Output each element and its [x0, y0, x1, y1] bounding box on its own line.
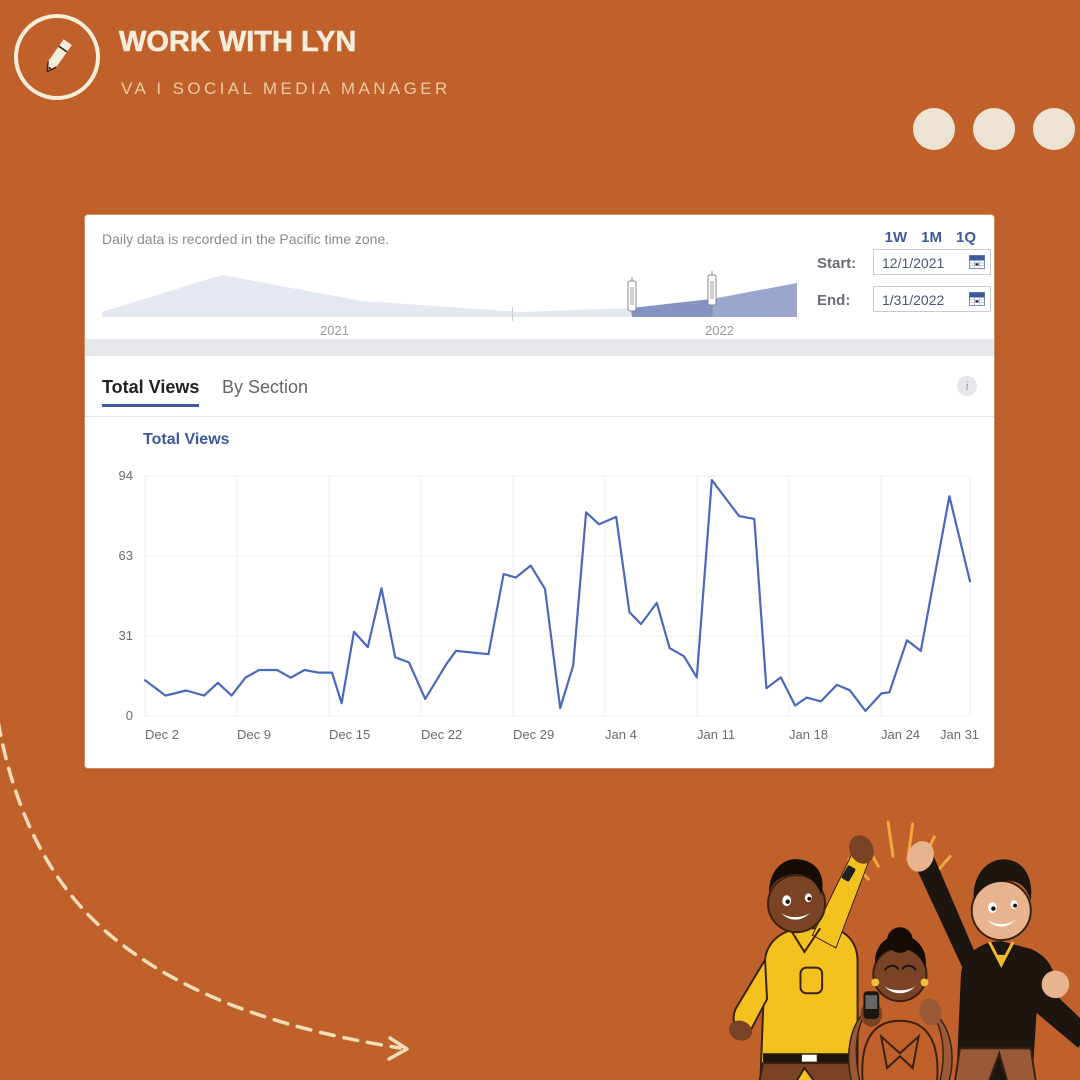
svg-text:Jan 4: Jan 4 — [605, 727, 637, 742]
svg-text:Jan 24: Jan 24 — [881, 727, 920, 742]
svg-text:Dec 22: Dec 22 — [421, 727, 462, 742]
svg-text:Jan 11: Jan 11 — [697, 727, 735, 742]
svg-text:Jan 31: Jan 31 — [940, 727, 979, 742]
svg-text:Jan 18: Jan 18 — [789, 727, 828, 742]
svg-text:Dec 29: Dec 29 — [513, 727, 554, 742]
